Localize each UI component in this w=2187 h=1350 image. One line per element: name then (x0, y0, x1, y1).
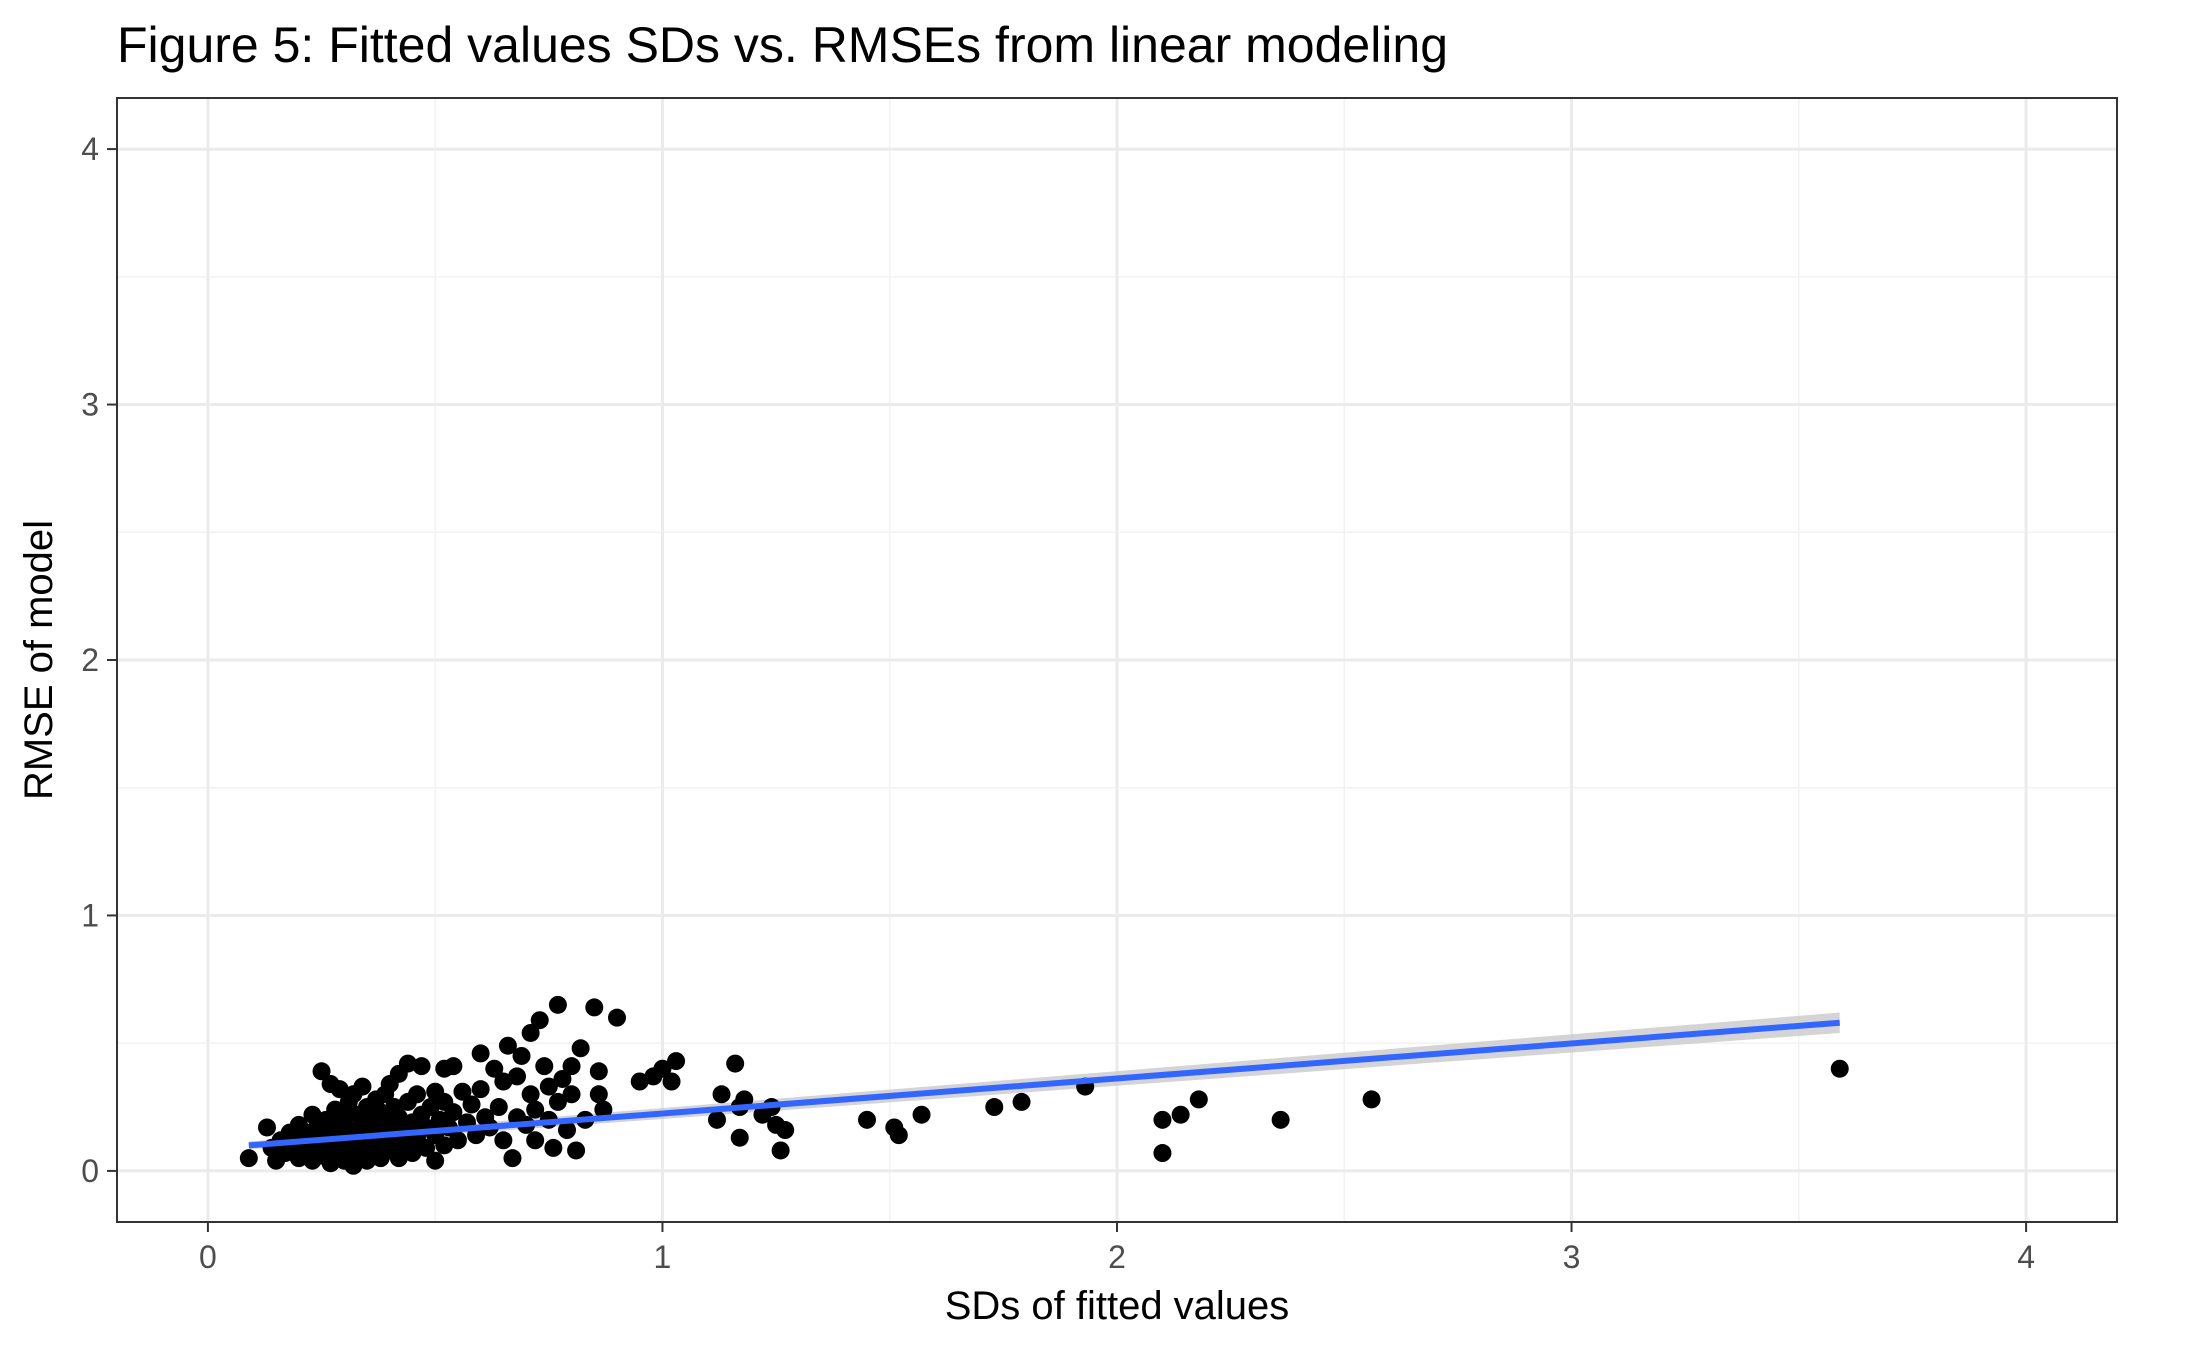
data-point (408, 1085, 426, 1104)
data-point (571, 1039, 590, 1058)
x-axis-title: SDs of fitted values (945, 1284, 1290, 1328)
data-point (630, 1072, 649, 1091)
data-point (589, 1062, 608, 1081)
data-point (544, 1138, 563, 1157)
data-point (567, 1141, 586, 1160)
data-point (526, 1100, 545, 1119)
data-point (889, 1126, 908, 1145)
data-point (421, 1098, 440, 1117)
data-point (398, 1054, 417, 1073)
data-point (485, 1059, 504, 1078)
x-axis-ticks: 0 1 2 3 4 (199, 1222, 2035, 1275)
data-point (453, 1082, 472, 1101)
y-axis-title: RMSE of model (17, 520, 61, 800)
data-point (585, 998, 604, 1017)
regression-line-layer (248, 1019, 1840, 1149)
data-point (1189, 1090, 1208, 1109)
data-point (985, 1098, 1004, 1117)
data-point (594, 1100, 613, 1119)
data-point (708, 1110, 726, 1129)
data-point (494, 1072, 513, 1091)
data-point (412, 1057, 431, 1076)
data-point (471, 1080, 490, 1099)
data-point (435, 1136, 454, 1155)
chart-title: Figure 5: Fitted values SDs vs. RMSEs fr… (117, 17, 1448, 73)
data-point (548, 995, 567, 1014)
regression-line (248, 1019, 1840, 1149)
data-point (558, 1121, 576, 1140)
data-point (312, 1062, 331, 1081)
data-point (512, 1046, 531, 1065)
data-point (462, 1095, 481, 1114)
y-tick-label: 3 (81, 387, 99, 423)
data-point (417, 1138, 436, 1157)
data-point (1830, 1059, 1849, 1078)
data-point (403, 1144, 422, 1163)
data-point (535, 1057, 554, 1076)
data-point (1171, 1105, 1190, 1124)
x-tick-label: 0 (199, 1239, 217, 1275)
data-point (530, 1011, 549, 1030)
data-point (662, 1072, 681, 1091)
data-point (494, 1131, 513, 1150)
data-point (508, 1067, 526, 1086)
data-point (776, 1121, 795, 1140)
data-point (1362, 1090, 1381, 1109)
data-point (521, 1085, 540, 1104)
data-point (726, 1054, 745, 1073)
data-point (712, 1085, 731, 1104)
data-point (562, 1057, 581, 1076)
data-point (239, 1149, 258, 1168)
data-point (498, 1036, 517, 1055)
data-point (330, 1080, 349, 1099)
x-tick-label: 1 (654, 1239, 672, 1275)
data-point (526, 1131, 545, 1150)
data-point (589, 1085, 608, 1104)
data-point (912, 1105, 931, 1124)
x-tick-label: 2 (1108, 1239, 1126, 1275)
major-gridlines (117, 98, 2117, 1222)
data-point (608, 1008, 626, 1027)
data-point (548, 1092, 567, 1111)
data-point (471, 1044, 490, 1063)
x-tick-label: 4 (2017, 1239, 2035, 1275)
data-point (353, 1077, 372, 1096)
data-point (562, 1085, 581, 1104)
data-point (771, 1141, 790, 1160)
data-point (1271, 1110, 1290, 1129)
data-point (489, 1098, 508, 1117)
y-tick-label: 2 (81, 642, 99, 678)
data-point (539, 1077, 558, 1096)
data-point (444, 1103, 463, 1122)
y-tick-label: 0 (81, 1153, 99, 1189)
data-point (521, 1023, 540, 1042)
y-tick-label: 1 (81, 897, 99, 933)
data-point (730, 1128, 749, 1147)
x-tick-label: 3 (1563, 1239, 1581, 1275)
data-point (667, 1052, 686, 1071)
data-point (1153, 1144, 1172, 1163)
data-point (444, 1057, 463, 1076)
data-point (1012, 1092, 1031, 1111)
data-point (448, 1131, 467, 1150)
data-point (258, 1118, 276, 1137)
data-point (553, 1069, 572, 1088)
y-axis-ticks: 0 1 2 3 4 (81, 131, 117, 1189)
data-point (503, 1149, 522, 1168)
y-tick-label: 4 (81, 131, 99, 167)
data-point (426, 1151, 445, 1170)
data-point (858, 1110, 876, 1129)
data-point (653, 1059, 672, 1078)
data-point (1153, 1110, 1172, 1129)
